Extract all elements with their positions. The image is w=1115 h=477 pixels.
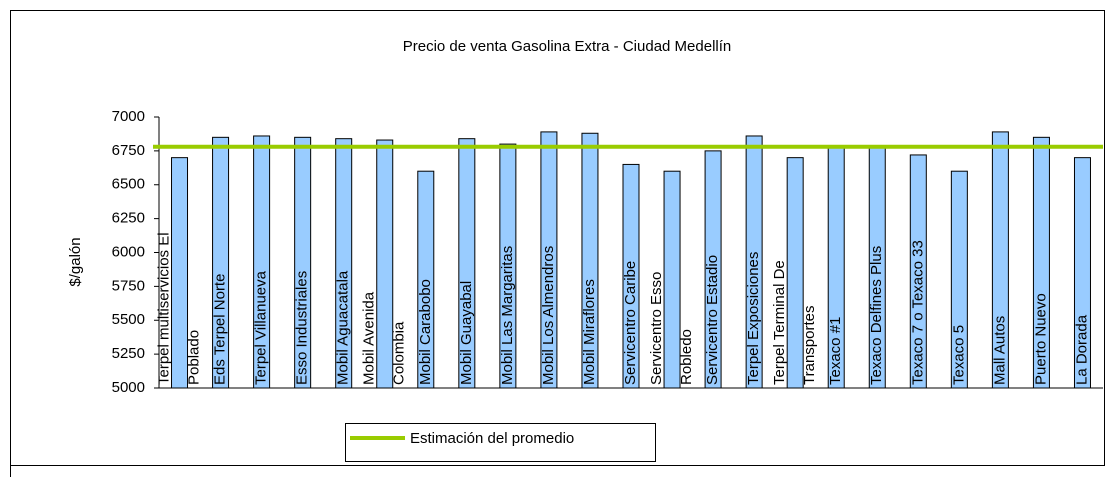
bar	[171, 157, 189, 389]
x-tick-label: Mall Autos	[991, 316, 1008, 385]
bar	[376, 139, 394, 389]
y-tick-label: 6000	[112, 243, 145, 260]
x-tick-label: Mobil Avenida Colombia	[361, 291, 408, 385]
bar	[294, 136, 312, 389]
x-tick-label: Texaco Delfines Plus	[868, 246, 885, 385]
legend-box	[345, 423, 656, 462]
bar	[458, 138, 476, 389]
x-tick-label: Texaco 5	[950, 325, 967, 385]
bar	[950, 170, 968, 389]
chart-title: Precio de venta Gasolina Extra - Ciudad …	[403, 38, 732, 55]
bar	[212, 136, 230, 389]
x-tick-label: Mobil Miraflores	[581, 279, 598, 385]
x-tick-label: Puerto Nuevo	[1032, 293, 1049, 385]
bar	[540, 131, 558, 389]
bar	[1032, 136, 1050, 389]
bar	[253, 135, 271, 389]
x-tick-label: Servicentro Esso Robledo	[648, 272, 695, 385]
y-tick-label: 5750	[112, 277, 145, 294]
x-tick-label: Texaco #1	[827, 317, 844, 385]
y-tick-label: 6750	[112, 142, 145, 159]
y-tick-label: 7000	[112, 108, 145, 125]
x-tick-label: La Dorada	[1073, 314, 1090, 385]
x-tick-label: Servicentro Caribe	[622, 261, 639, 385]
y-tick-label: 5250	[112, 345, 145, 362]
bar	[786, 157, 804, 389]
y-tick-label: 5500	[112, 311, 145, 328]
y-axis-label: $/galón	[67, 237, 84, 286]
bar	[335, 138, 353, 389]
bar	[909, 154, 927, 389]
y-tick-label: 6250	[112, 210, 145, 227]
x-tick-label: Servicentro Estadio	[704, 255, 721, 385]
x-tick-label: Texaco 7 o Texaco 33	[909, 240, 926, 385]
bar	[499, 143, 517, 389]
x-tick-label: Mobil Carabobo	[417, 279, 434, 385]
x-tick-label: Terpel Exposiciones	[745, 252, 762, 385]
bar	[622, 163, 640, 389]
bar	[663, 170, 681, 389]
x-tick-label: Esso Industriales	[294, 271, 311, 385]
x-tick-label: Mobil Guayabal	[458, 281, 475, 385]
bar	[745, 135, 763, 389]
y-tick-label: 6500	[112, 176, 145, 193]
y-tick-label: 5000	[112, 379, 145, 396]
bar	[417, 170, 435, 389]
x-tick-label: Mobil Aguacatala	[335, 270, 352, 385]
legend-label: Estimación del promedio	[410, 430, 574, 447]
x-tick-label: Mobil Las Margaritas	[499, 246, 516, 385]
bar	[1073, 157, 1091, 389]
x-tick-label: Terpel multiservicios El Poblado	[155, 232, 202, 385]
x-tick-label: Terpel Villanueva	[253, 270, 270, 385]
x-tick-label: Eds Terpel Norte	[212, 274, 229, 385]
bar	[704, 150, 722, 389]
x-tick-label: Mobil Los Almendros	[540, 246, 557, 385]
x-tick-label: Terpel Terminal De Transportes	[771, 260, 818, 385]
bar	[991, 131, 1009, 389]
bar	[581, 132, 599, 389]
